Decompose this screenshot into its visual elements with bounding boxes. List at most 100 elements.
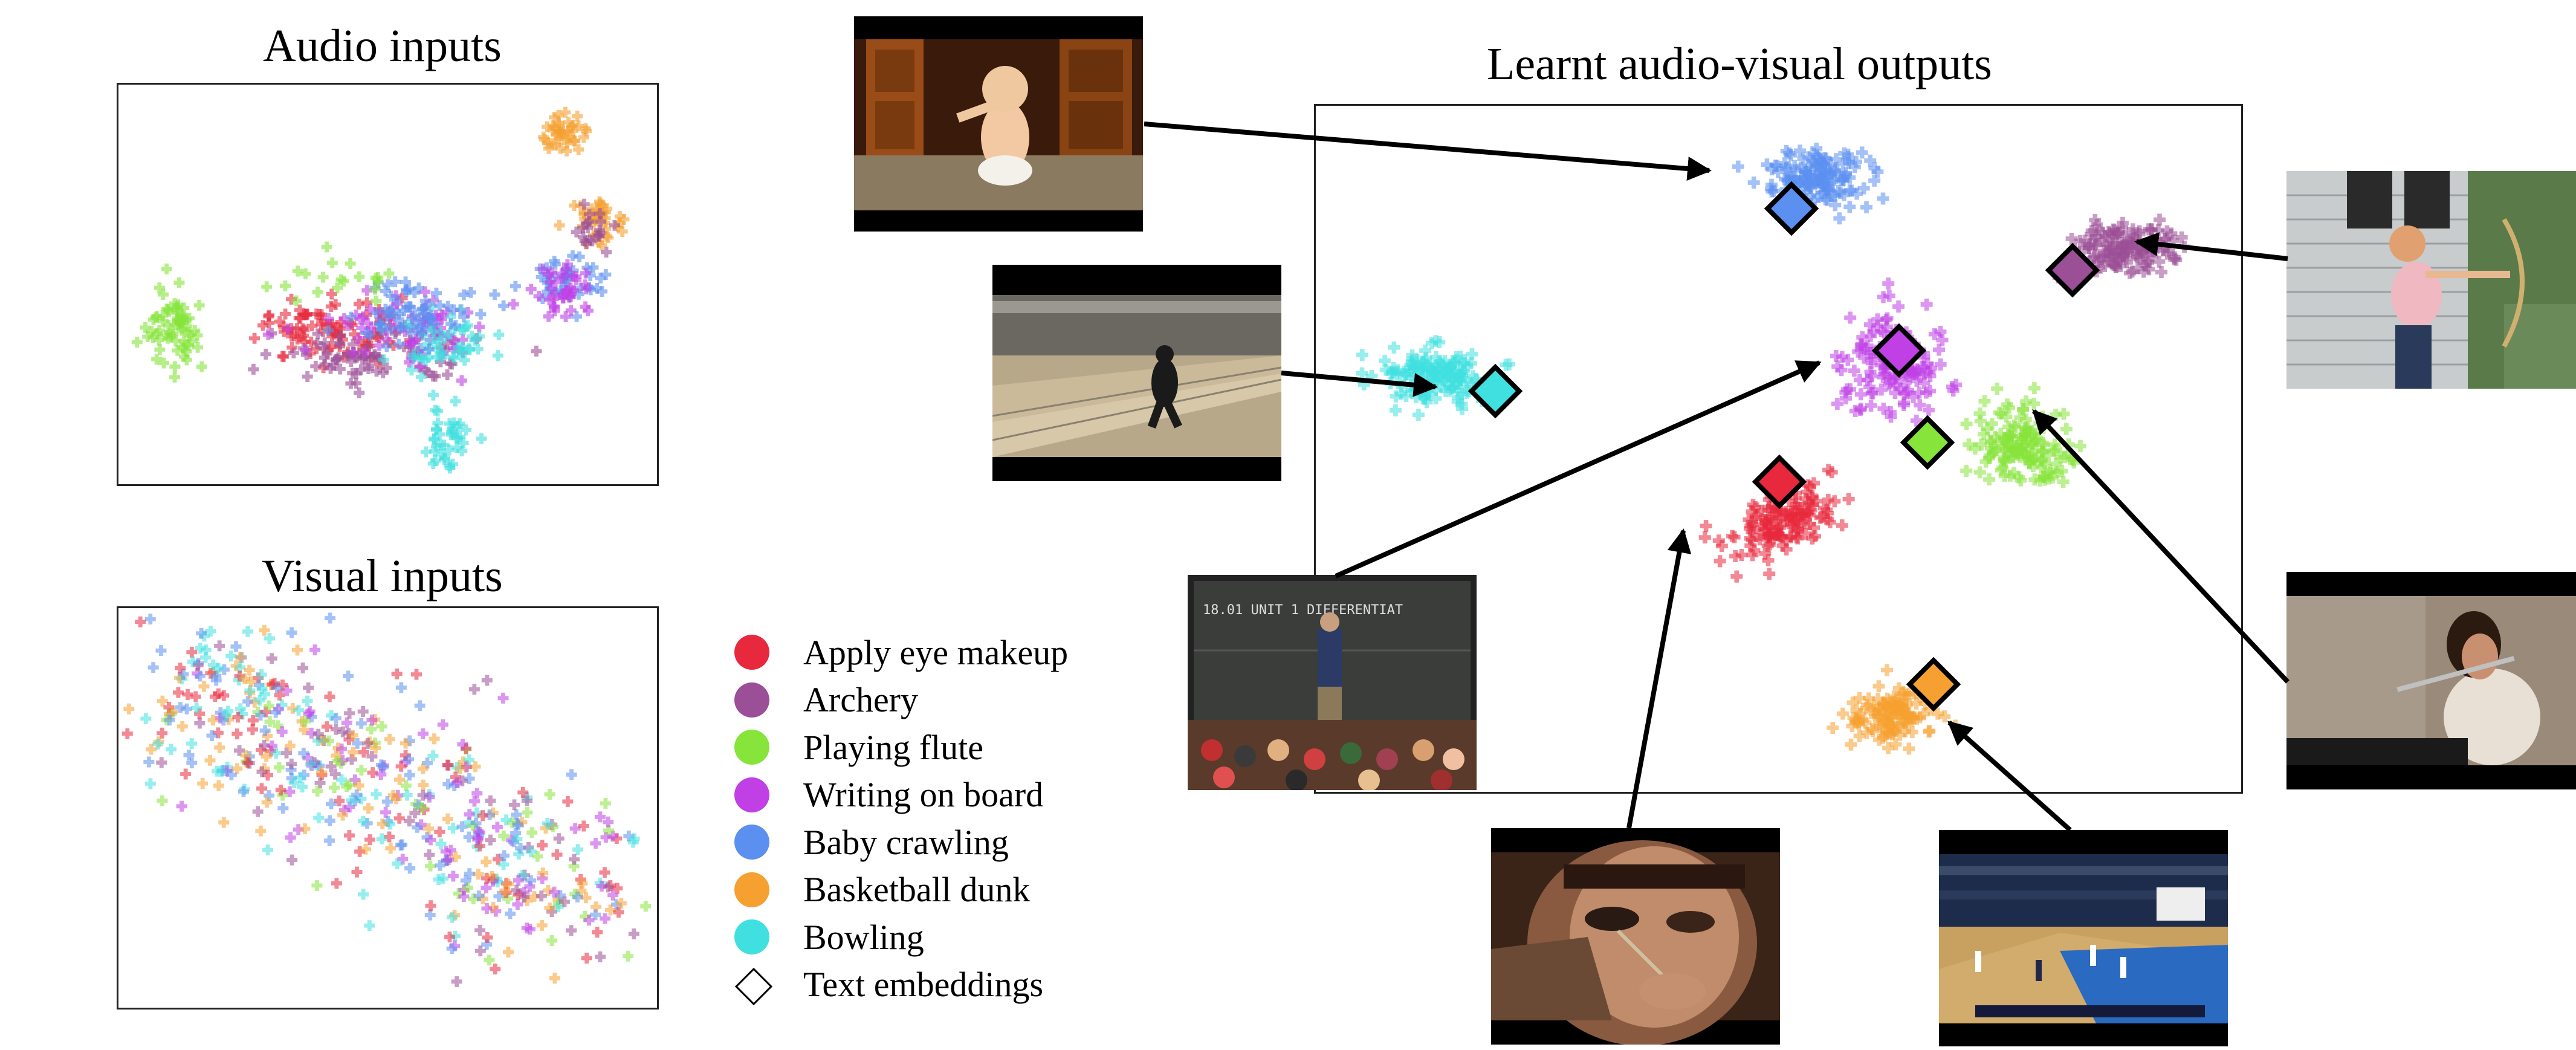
scatter-point (1917, 708, 1930, 721)
scatter-point (420, 295, 432, 306)
scatter-point (394, 774, 406, 785)
legend-swatch (734, 872, 769, 907)
scatter-point (181, 354, 192, 366)
scatter-point (1864, 366, 1877, 378)
scatter-point (167, 706, 178, 718)
scatter-point (1817, 175, 1830, 187)
scatter-point (481, 856, 492, 867)
scatter-point (312, 287, 323, 298)
scatter-point (275, 785, 286, 796)
scatter-point (418, 779, 429, 791)
scatter-point (163, 702, 175, 713)
scatter-point (432, 417, 444, 429)
scatter-point (2159, 232, 2172, 245)
scatter-point (1884, 376, 1897, 389)
scatter-point (163, 304, 174, 316)
scatter-point (413, 799, 424, 811)
scatter-point (412, 822, 423, 833)
scatter-point (261, 751, 272, 762)
scatter-point (255, 744, 267, 756)
scatter-point (1856, 146, 1868, 159)
scatter-point (553, 117, 565, 129)
scatter-point (176, 721, 188, 732)
scatter-point (471, 788, 483, 799)
scatter-point (1810, 142, 1823, 155)
scatter-point (549, 973, 560, 984)
scatter-point (317, 326, 329, 337)
scatter-point (303, 682, 314, 693)
scatter-point (240, 750, 251, 761)
audio-scatter (131, 106, 630, 474)
legend-item: Archery (734, 676, 1127, 724)
scatter-point (358, 889, 369, 900)
scatter-point (542, 885, 554, 896)
scatter-point (235, 652, 246, 663)
scatter-point (449, 909, 461, 921)
scatter-point (393, 314, 405, 325)
scatter-point (600, 269, 612, 280)
scatter-point (293, 824, 304, 835)
scatter-point (135, 616, 146, 627)
scatter-point (364, 834, 375, 846)
scatter-point (206, 730, 218, 741)
scatter-point (262, 844, 274, 856)
scatter-point (262, 730, 273, 742)
legend-item: Writing on board (734, 771, 1127, 819)
scatter-point (544, 903, 555, 914)
scatter-point (1838, 147, 1851, 160)
scatter-point (384, 733, 395, 745)
scatter-point (319, 359, 331, 371)
scatter-point (200, 644, 212, 656)
scatter-point (579, 911, 591, 922)
scatter-point (1868, 162, 1881, 175)
scatter-point (1983, 449, 1996, 462)
scatter-point (536, 890, 547, 902)
scatter-point (1814, 511, 1827, 524)
scatter-point (257, 320, 268, 331)
scatter-point (406, 365, 417, 376)
scatter-point (260, 706, 271, 718)
scatter-point (1853, 716, 1865, 728)
scatter-point (1842, 157, 1855, 169)
scatter-point (394, 322, 406, 333)
scatter-point (1900, 376, 1912, 389)
scatter-point (376, 833, 387, 844)
scatter-point (155, 645, 167, 656)
scatter-point (256, 766, 268, 777)
scatter-point (427, 458, 439, 469)
scatter-point (1700, 520, 1712, 533)
scatter-point (144, 614, 156, 625)
scatter-point (1932, 707, 1944, 720)
scatter-point (439, 332, 451, 343)
scatter-point (611, 833, 623, 844)
scatter-point (390, 793, 402, 805)
scatter-point (561, 133, 573, 144)
scatter-point (371, 295, 382, 306)
scatter-point (1831, 360, 1844, 373)
scatter-point (1466, 348, 1478, 360)
scatter-point (499, 885, 511, 896)
scatter-point (2175, 231, 2188, 244)
scatter-point (343, 670, 354, 682)
scatter-point (1920, 386, 1932, 399)
scatter-point (1885, 703, 1898, 716)
scatter-point (426, 301, 438, 313)
scatter-point (323, 735, 334, 747)
scatter-point (1913, 368, 1926, 381)
scatter-point (277, 802, 289, 814)
legend-swatch (734, 635, 769, 670)
scatter-point (1844, 311, 1857, 324)
scatter-point (1831, 398, 1843, 410)
scatter-point (312, 785, 323, 797)
scatter-point (321, 241, 332, 253)
scatter-point (1895, 687, 1908, 700)
scatter-point (1903, 742, 1915, 755)
scatter-point (442, 300, 454, 312)
scatter-point (458, 756, 469, 768)
scatter-point (264, 790, 275, 802)
scatter-point (1889, 386, 1901, 399)
scatter-point (421, 757, 433, 769)
scatter-point (1978, 428, 1990, 441)
scatter-point (190, 691, 201, 702)
scatter-point (169, 371, 181, 383)
